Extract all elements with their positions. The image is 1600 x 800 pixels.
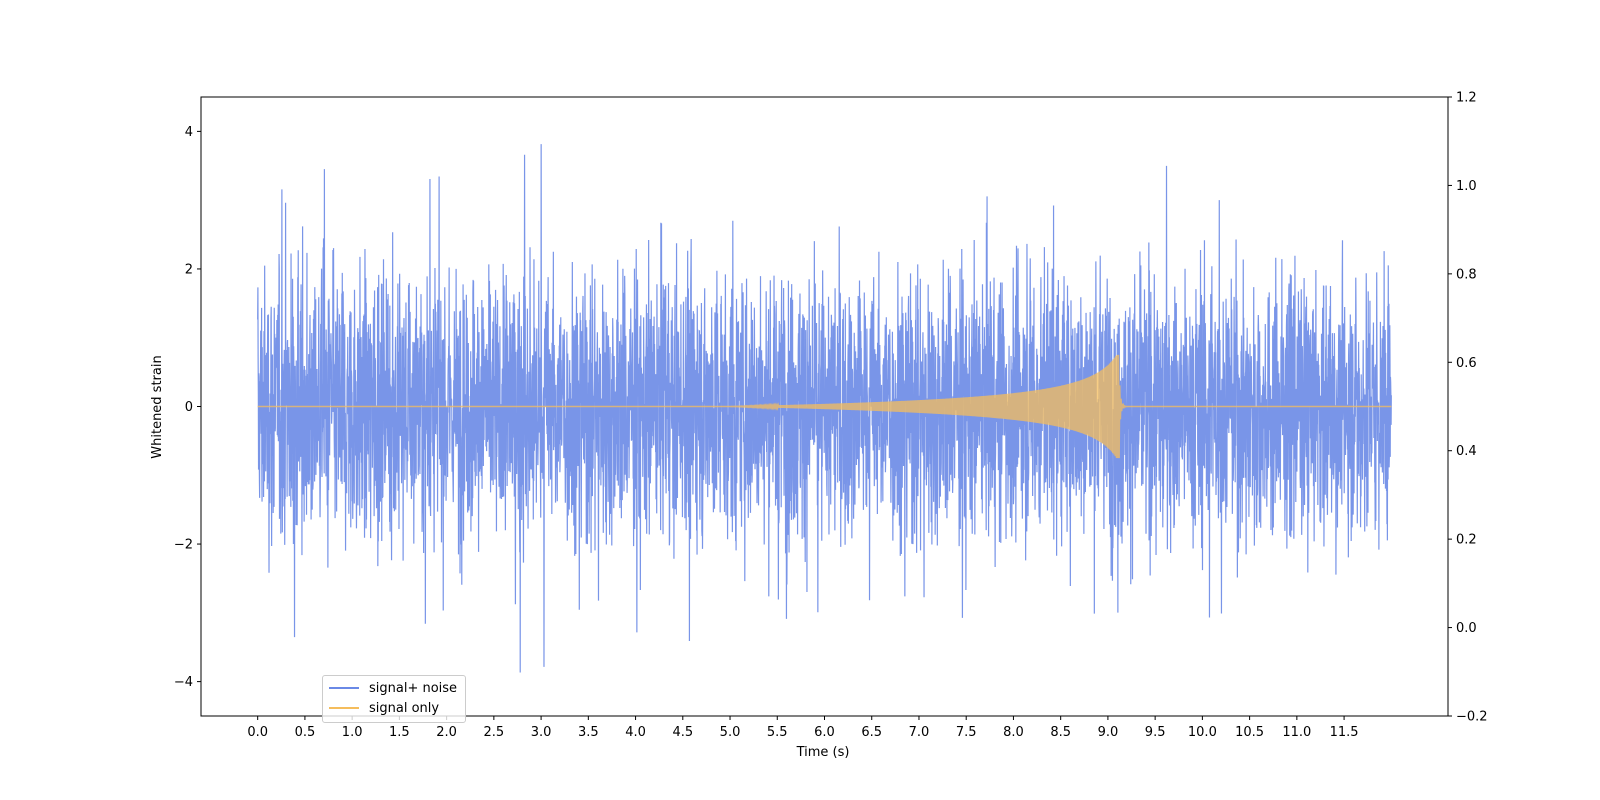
x-tick-label: 8.5 [1050,725,1071,740]
x-axis-label: Time (s) [796,745,850,760]
x-tick-label: 2.5 [484,725,505,740]
legend-item-signal-only: signal only [329,698,439,718]
legend-label-signal-only: signal only [369,700,440,716]
signal-only-series [257,354,1392,459]
x-tick-label: 3.5 [578,725,599,740]
legend-swatch-signal-only [329,707,359,709]
y-tick-label: −4 [174,675,193,690]
y-axis-left: 4 2 0 −2 −4 [174,125,201,690]
y-tick-label: 0 [185,400,193,415]
y-tick-label: 2 [185,262,193,277]
y-axis-right: 1.2 1.0 0.8 0.6 0.4 0.2 0.0 −0.2 [1448,91,1488,725]
y2-tick-label: 0.2 [1456,533,1477,548]
y2-tick-label: −0.2 [1456,710,1488,725]
x-tick-label: 3.0 [531,725,552,740]
x-axis: 0.0 0.5 1.0 1.5 2.0 2.5 3.0 3.5 4.0 4.5 5.0 5.5 6.0 6… [247,716,1359,740]
x-tick-label: 1.5 [389,725,410,740]
signal-only-line [257,354,1392,459]
x-tick-label: 5.5 [767,725,788,740]
y-tick-label: −2 [174,538,193,553]
y2-tick-label: 0.6 [1456,356,1477,371]
y2-tick-label: 0.0 [1456,621,1477,636]
x-tick-label: 0.0 [247,725,268,740]
x-tick-label: 5.0 [720,725,741,740]
x-tick-label: 7.0 [909,725,930,740]
legend: signal+ noise signal only [322,675,466,723]
legend-item-signal-noise: signal+ noise [329,678,457,698]
x-tick-label: 10.0 [1188,725,1217,740]
x-tick-label: 9.5 [1145,725,1166,740]
x-tick-label: 1.0 [342,725,363,740]
y-tick-label: 4 [185,125,193,140]
y2-tick-label: 0.4 [1456,444,1477,459]
x-tick-label: 0.5 [295,725,316,740]
y2-tick-label: 0.8 [1456,267,1477,282]
y2-tick-label: 1.0 [1456,179,1477,194]
x-tick-label: 9.0 [1098,725,1119,740]
x-tick-label: 8.0 [1003,725,1024,740]
x-tick-label: 7.5 [956,725,977,740]
x-tick-label: 6.5 [861,725,882,740]
x-tick-label: 4.5 [672,725,693,740]
x-tick-label: 11.5 [1330,725,1359,740]
x-tick-label: 10.5 [1235,725,1264,740]
x-tick-label: 4.0 [625,725,646,740]
x-tick-label: 11.0 [1282,725,1311,740]
legend-label-signal-noise: signal+ noise [369,680,458,696]
y-axis-label: Whitened strain [150,355,165,458]
y2-tick-label: 1.2 [1456,91,1477,106]
x-tick-label: 6.0 [814,725,835,740]
x-tick-label: 2.0 [436,725,457,740]
legend-swatch-signal-noise [329,687,359,689]
